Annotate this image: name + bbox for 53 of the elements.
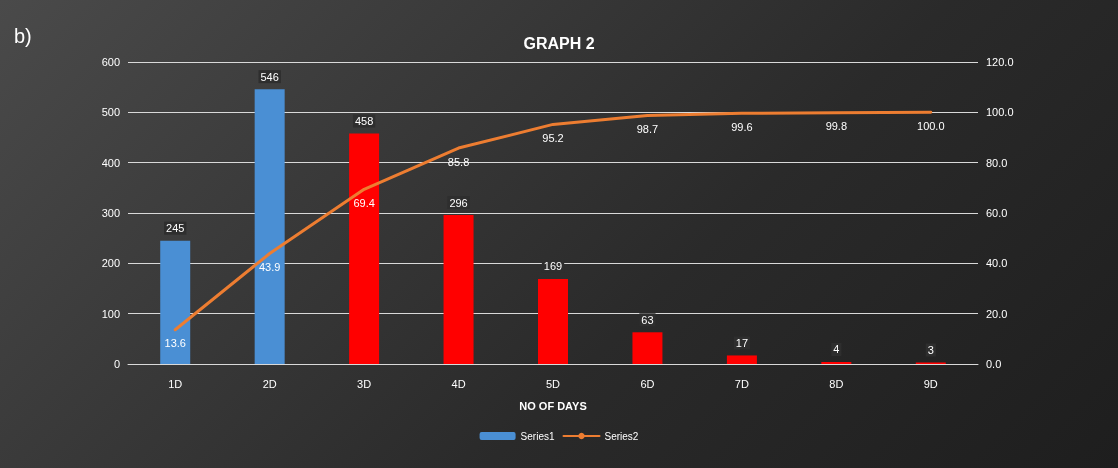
data-label: 3 xyxy=(927,343,934,356)
bar xyxy=(538,278,568,364)
bar xyxy=(254,89,285,364)
x-tick-label: 7D xyxy=(734,377,749,390)
bar xyxy=(632,332,663,364)
y2-tick-label: 120.0 xyxy=(986,56,1014,68)
data-label: 100.0 xyxy=(917,119,945,132)
y2-tick-label: 80.0 xyxy=(986,156,1008,169)
x-tick-label: 2D xyxy=(262,377,277,390)
bar xyxy=(443,215,474,364)
y-tick-label: 300 xyxy=(101,207,120,219)
data-label: 296 xyxy=(449,196,468,209)
y2-tick-label: 60.0 xyxy=(986,207,1008,219)
x-tick-label: 9D xyxy=(923,377,938,390)
bar xyxy=(726,355,757,364)
x-tick-label: 1D xyxy=(168,377,183,390)
data-label: 169 xyxy=(543,260,563,273)
data-label: 95.2 xyxy=(542,131,564,144)
x-tick-label: 8D xyxy=(829,377,844,390)
y-tick-label: 100 xyxy=(101,307,120,320)
legend-label: Series2 xyxy=(604,430,639,442)
y2-tick-label: 100.0 xyxy=(986,106,1014,119)
chart-title: GRAPH 2 xyxy=(523,34,595,52)
y2-tick-label: 20.0 xyxy=(986,307,1008,320)
y2-tick-label: 40.0 xyxy=(986,257,1008,270)
y-tick-label: 600 xyxy=(101,56,120,68)
bar xyxy=(160,240,191,364)
data-label: 13.6 xyxy=(164,337,186,350)
legend-label: Series1 xyxy=(520,430,555,442)
data-label: 99.8 xyxy=(825,120,848,133)
data-label: 69.4 xyxy=(353,196,375,209)
data-label: 4 xyxy=(833,343,840,356)
x-tick-label: 5D xyxy=(545,377,561,390)
data-label: 98.7 xyxy=(636,123,659,136)
y-tick-label: 200 xyxy=(101,257,120,270)
text: b) xyxy=(14,25,32,47)
y2-tick-label: 0.0 xyxy=(986,358,1002,370)
x-tick-label: 6D xyxy=(640,377,655,390)
data-label: 99.6 xyxy=(731,120,753,133)
data-label: 245 xyxy=(166,222,185,235)
x-tick-label: 3D xyxy=(357,377,372,390)
bar xyxy=(349,133,380,364)
bar xyxy=(821,361,852,364)
x-tick-label: 4D xyxy=(451,377,466,390)
y-tick-label: 400 xyxy=(101,156,120,169)
data-label: 43.9 xyxy=(258,261,281,274)
data-label: 546 xyxy=(260,70,279,83)
y-tick-label: 500 xyxy=(101,106,120,119)
x-axis-title: NO OF DAYS xyxy=(519,399,587,412)
y-tick-label: 0 xyxy=(113,358,120,370)
data-label: 458 xyxy=(354,114,374,127)
data-label: 63 xyxy=(641,313,654,326)
data-label: 17 xyxy=(735,336,749,349)
